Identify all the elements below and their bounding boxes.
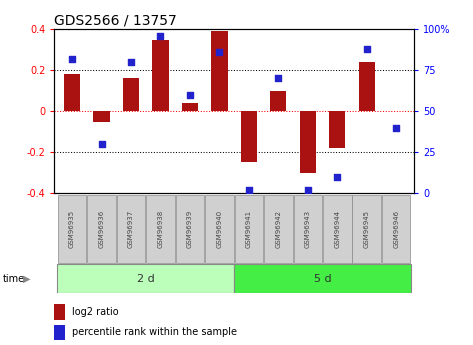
Point (68, 56, 76, 61)
Text: 2 d: 2 d (137, 274, 155, 284)
Point (274, 76, 282, 81)
Bar (54, 304, 65, 320)
Point (127, 59, 135, 65)
Text: GSM96945: GSM96945 (364, 209, 370, 248)
Bar (182, 103, 198, 111)
Bar (211, 31, 228, 111)
Bar (294, 195, 322, 263)
Point (333, 174, 341, 179)
Text: 5 d: 5 d (314, 274, 332, 284)
Text: GSM96939: GSM96939 (187, 209, 193, 248)
Text: GSM96936: GSM96936 (98, 209, 105, 248)
Text: GSM96941: GSM96941 (246, 209, 252, 248)
Point (245, 187, 253, 193)
Bar (234, 264, 411, 293)
Point (304, 187, 312, 193)
Bar (146, 195, 175, 263)
Text: GSM96938: GSM96938 (158, 209, 164, 248)
Bar (64, 75, 80, 111)
Text: GSM96935: GSM96935 (69, 209, 75, 248)
Text: GDS2566 / 13757: GDS2566 / 13757 (54, 14, 177, 28)
Point (216, 49, 223, 55)
Bar (235, 195, 263, 263)
Text: GSM96937: GSM96937 (128, 209, 134, 248)
Bar (352, 195, 381, 263)
Bar (54, 325, 65, 340)
Point (98, 141, 105, 147)
Bar (87, 195, 116, 263)
Bar (323, 195, 351, 263)
Bar (264, 195, 293, 263)
Bar (123, 79, 139, 111)
Text: log2 ratio: log2 ratio (72, 307, 119, 317)
Bar (94, 111, 110, 121)
Bar (58, 195, 87, 263)
Text: GSM96940: GSM96940 (217, 209, 222, 248)
Point (393, 125, 400, 130)
Bar (241, 111, 257, 162)
Text: GSM96942: GSM96942 (275, 209, 281, 248)
Bar (205, 195, 234, 263)
Text: time: time (2, 274, 25, 284)
Bar (329, 111, 345, 148)
Bar (117, 195, 145, 263)
Bar (57, 264, 234, 293)
Bar (270, 91, 287, 111)
Bar (382, 195, 411, 263)
Text: GSM96943: GSM96943 (305, 209, 311, 248)
Point (363, 46, 370, 52)
Text: GSM96946: GSM96946 (393, 209, 399, 248)
Point (186, 92, 194, 98)
Bar (359, 62, 375, 111)
Text: GSM96944: GSM96944 (334, 209, 340, 248)
Point (157, 33, 164, 39)
Text: percentile rank within the sample: percentile rank within the sample (72, 327, 237, 337)
Text: ▶: ▶ (23, 274, 30, 284)
Bar (152, 40, 168, 111)
Bar (175, 195, 204, 263)
Bar (300, 111, 316, 173)
